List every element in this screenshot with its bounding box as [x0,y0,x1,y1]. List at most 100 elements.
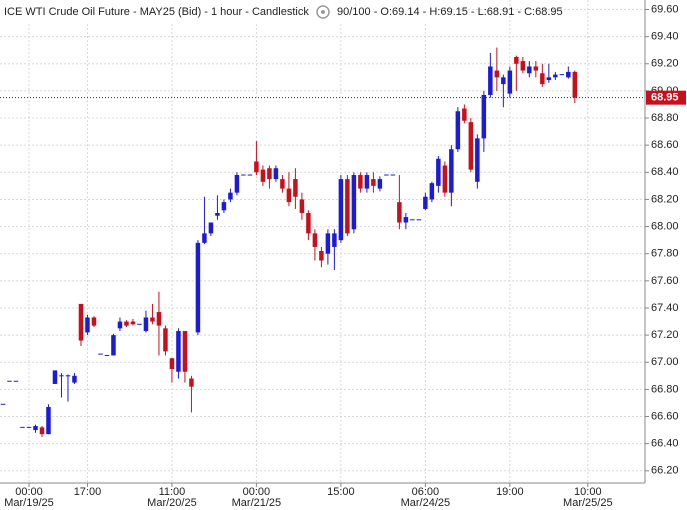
candle-body [384,174,389,176]
x-date-label: Mar/25/25 [563,497,613,509]
x-date-label: Mar/24/25 [401,497,451,509]
candle-body [566,71,571,78]
y-tick-label: 68.00 [651,220,679,232]
candle-body [299,199,305,214]
candle-body [163,328,168,352]
candle-body [59,375,64,377]
candle-body [85,317,90,333]
x-tick-label: 00:00 [15,486,43,498]
plot-area [0,0,645,483]
x-tick-label: 11:00 [159,486,186,498]
candle-body [358,175,363,189]
candle-body [98,353,103,355]
candle-body [293,179,298,197]
candle-body [397,202,402,223]
candle-body [189,378,194,387]
x-date-label: Mar/20/25 [147,497,197,509]
x-tick-label: 19:00 [496,486,524,498]
y-tick-label: 68.20 [651,193,679,205]
x-tick-label: 06:00 [412,486,440,498]
candle-body [371,179,376,186]
candle-body [449,149,454,193]
candle-body [72,375,77,383]
y-tick-label: 67.40 [651,302,679,314]
candle-body [78,303,84,341]
candle-body [332,233,337,247]
y-tick-label: 67.20 [651,329,679,341]
candle-body [520,61,526,71]
candle-body [215,213,220,216]
candle-body [46,407,51,435]
candle-body [65,375,71,377]
candle-body [390,174,396,176]
candle-body [533,66,539,71]
last-price-box [646,90,686,105]
x-tick-label: 00:00 [243,486,271,498]
candle-body [507,70,513,94]
candle-body [429,183,435,200]
header-bg [0,0,440,22]
y-tick-label: 67.60 [651,275,679,287]
candle-body [455,111,461,150]
candle-body [416,219,422,221]
candle-body [26,426,32,428]
candle-body [156,312,162,326]
candle-body [403,217,409,223]
candle-body [475,138,480,182]
y-tick-label: 69.60 [651,3,679,15]
candle-body [436,158,441,186]
candle-body [52,370,58,384]
candle-body [13,380,19,382]
candle-body [33,426,38,431]
candle-body [312,233,318,247]
candle-body [247,174,253,176]
y-tick-label: 67.00 [651,356,679,368]
candle-body [176,331,181,372]
candle-body [572,71,578,98]
candle-body [468,122,474,170]
x-tick-label: 15:00 [327,486,355,498]
candle-body [377,179,383,189]
candle-body [124,321,129,326]
candle-body [410,219,415,221]
candle-body [540,73,545,85]
y-tick-label: 68.60 [651,139,679,151]
candle-body [559,74,565,76]
y-tick-label: 66.80 [651,383,679,395]
candle-body [182,331,188,372]
candle-body [169,358,175,370]
y-tick-label: 68.80 [651,112,679,124]
y-tick-label: 66.40 [651,438,679,450]
candle-body [546,77,552,81]
candle-body [273,168,279,180]
candle-body [104,354,110,356]
candle-body [241,174,246,176]
chart-title: ICE WTI Crude Oil Future - MAY25 (Bid) -… [4,6,309,18]
candle-body [208,222,214,234]
y-tick-label: 66.20 [651,465,679,477]
candle-body [351,175,357,230]
candle-body [267,168,272,180]
candle-body [501,77,506,85]
ohlc-info: 90/100 - O:69.14 - H:69.15 - L:68.91 - C… [337,6,563,18]
candle-body [117,321,123,329]
candle-body [137,323,142,325]
candle-body [338,179,344,241]
candle-body [130,321,136,325]
candle-body [494,70,500,78]
candle-body [514,56,519,64]
y-tick-label: 66.60 [651,410,679,422]
candle-body [111,335,116,356]
candle-body [280,179,285,189]
y-tick-label: 69.40 [651,31,679,43]
candle-body [150,317,155,322]
settings-icon[interactable] [316,5,330,19]
x-tick-label: 17:00 [74,486,102,498]
candle-body [234,175,240,193]
y-tick-label: 68.40 [651,166,679,178]
candle-body [91,317,97,326]
candle-body [488,66,493,95]
candle-body [221,202,227,211]
candle-body [143,317,149,332]
